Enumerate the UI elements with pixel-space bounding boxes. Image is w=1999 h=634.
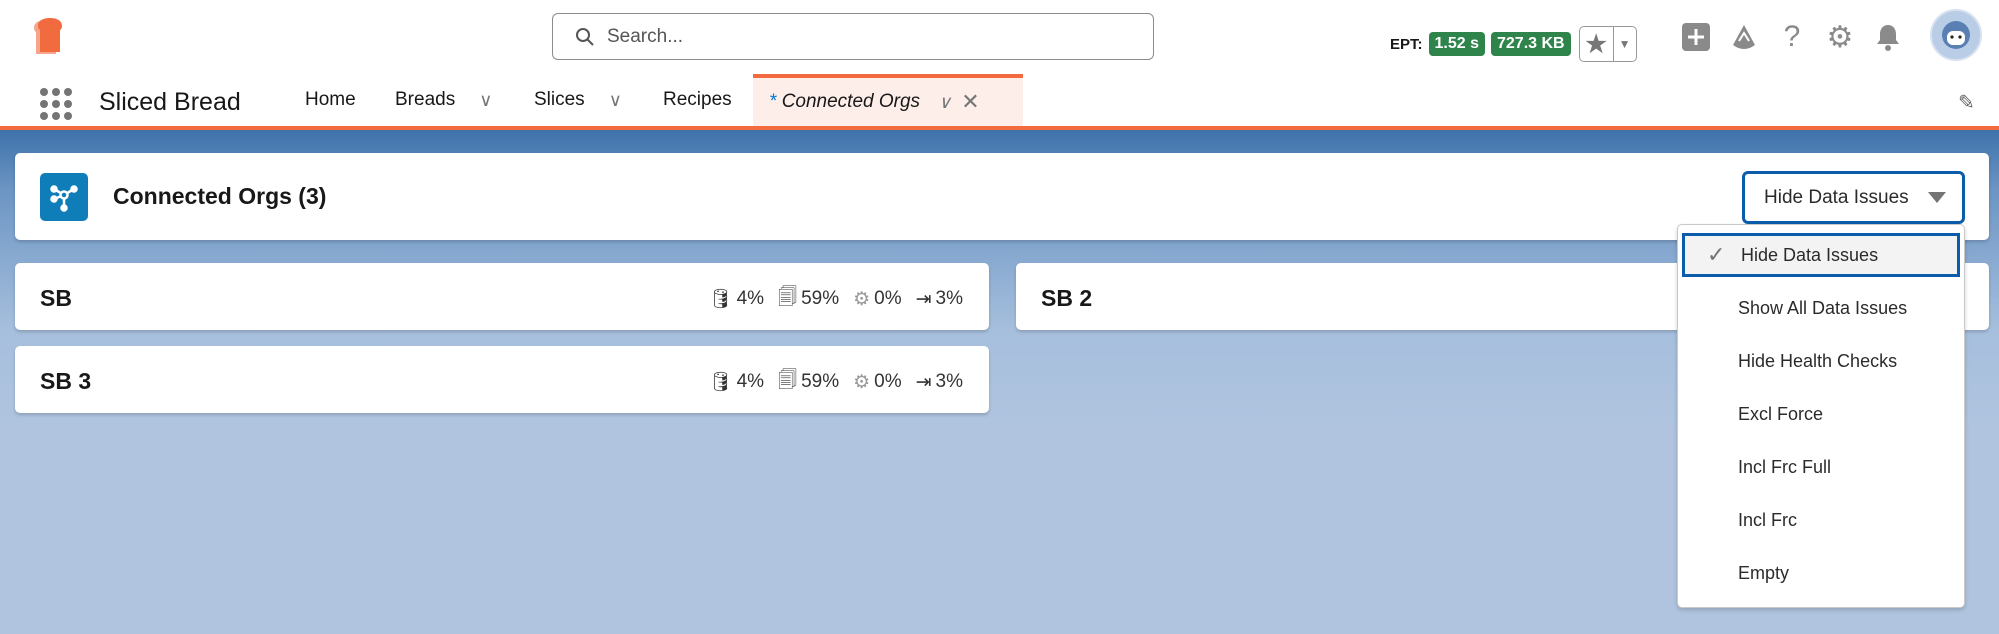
menu-item-incl-frc-full[interactable]: Incl Frc Full [1678,441,1964,494]
file-storage-value: 59% [801,371,840,392]
connected-orgs-icon [40,173,88,221]
tab-slices[interactable]: Slices ∨ [534,74,622,126]
gear-outline-icon: ⚙ [853,371,871,393]
menu-item-incl-frc[interactable]: Incl Frc [1678,494,1964,547]
filter-dropdown-menu: ✓ Hide Data Issues Show All Data Issues H… [1677,224,1965,608]
favorites-button[interactable]: ★ ▼ [1578,26,1637,62]
page-header: Connected Orgs (3) [15,153,1989,240]
ept-time-badge: 1.52 s [1428,32,1485,56]
favorites-dropdown-icon[interactable]: ▼ [1618,37,1631,51]
api-usage-value: 0% [874,288,902,309]
menu-item-empty[interactable]: Empty [1678,547,1964,600]
tab-label: Breads [395,89,456,110]
gear-outline-icon: ⚙ [853,288,871,310]
flow-icon: ⇥ [915,371,932,393]
caret-down-icon [1928,192,1946,203]
search-icon [576,27,594,46]
org-name: SB 3 [40,368,92,394]
menu-item-label: Show All Data Issues [1738,298,1908,318]
app-launcher-icon[interactable] [40,88,72,120]
menu-item-label: Hide Data Issues [1741,244,1879,265]
unsaved-marker: * [769,91,777,112]
org-card-sb-3[interactable]: SB 3 🛢 4% 🗐 59% ⚙ 0% ⇥ 3% [15,346,989,413]
menu-item-label: Hide Health Checks [1738,351,1898,371]
search-placeholder: Search... [607,25,684,47]
menu-item-hide-data-issues[interactable]: ✓ Hide Data Issues [1682,233,1960,277]
data-issues-filter-dropdown[interactable]: Hide Data Issues [1742,171,1965,224]
ept-indicator: EPT: 1.52 s 727.3 KB ★ ▼ [1390,26,1637,62]
flow-usage-value: 3% [935,288,963,309]
global-header: Search... EPT: 1.52 s 727.3 KB ★ ▼ ? ⚙ [0,0,1999,74]
chevron-down-icon[interactable]: ∨ [479,89,493,110]
gear-icon[interactable]: ⚙ [1826,20,1854,54]
database-icon: 🛢 [708,372,733,393]
bell-icon[interactable] [1872,18,1904,56]
menu-item-show-all-data-issues[interactable]: Show All Data Issues [1678,282,1964,335]
close-icon[interactable]: ✕ [961,89,980,114]
star-icon[interactable]: ★ [1580,27,1614,61]
app-nav-bar: Sliced Bread Home Breads ∨ Slices ∨ Recipe… [0,74,1999,130]
search-input[interactable]: Search... [552,13,1154,60]
menu-item-label: Excl Force [1738,404,1824,424]
tab-home[interactable]: Home [305,74,356,126]
tab-connected-orgs[interactable]: * Connected Orgs ∨ ✕ [753,74,1023,126]
avatar[interactable] [1930,9,1982,61]
database-icon: 🛢 [708,289,733,310]
flow-icon: ⇥ [915,288,932,310]
add-icon[interactable] [1680,18,1712,56]
data-storage-value: 4% [736,371,765,392]
ept-label: EPT: [1390,35,1423,53]
file-storage-value: 59% [801,288,840,309]
tab-breads[interactable]: Breads ∨ [395,74,492,126]
org-name: SB [40,285,72,311]
data-storage-value: 4% [736,288,765,309]
dropdown-selected-value: Hide Data Issues [1764,186,1909,208]
menu-item-excl-force[interactable]: Excl Force [1678,388,1964,441]
app-logo-bread-icon [30,18,72,61]
tab-label: Home [305,89,356,110]
menu-item-label: Empty [1738,563,1790,583]
menu-item-hide-health-checks[interactable]: Hide Health Checks [1678,335,1964,388]
org-card-sb[interactable]: SB 🛢 4% 🗐 59% ⚙ 0% ⇥ 3% [15,263,989,330]
tab-recipes[interactable]: Recipes [663,74,732,126]
help-icon[interactable]: ? [1783,20,1801,53]
page-title: Connected Orgs (3) [113,183,327,209]
chevron-down-icon[interactable]: ∨ [938,91,952,112]
files-icon: 🗐 [778,287,798,308]
chevron-down-icon[interactable]: ∨ [608,89,622,110]
check-icon: ✓ [1707,242,1726,267]
app-name: Sliced Bread [99,88,241,116]
files-icon: 🗐 [778,370,798,391]
menu-item-label: Incl Frc Full [1738,457,1832,477]
ept-size-badge: 727.3 KB [1491,32,1571,56]
menu-item-label: Incl Frc [1738,510,1798,530]
tab-label: Slices [534,89,585,110]
edit-nav-pencil-icon[interactable]: ✎ [1958,92,1975,114]
tab-label: Connected Orgs [781,91,921,112]
trailhead-icon[interactable] [1728,18,1760,56]
api-usage-value: 0% [874,371,902,392]
tab-label: Recipes [663,89,732,110]
flow-usage-value: 3% [935,371,963,392]
org-name: SB 2 [1041,285,1093,311]
